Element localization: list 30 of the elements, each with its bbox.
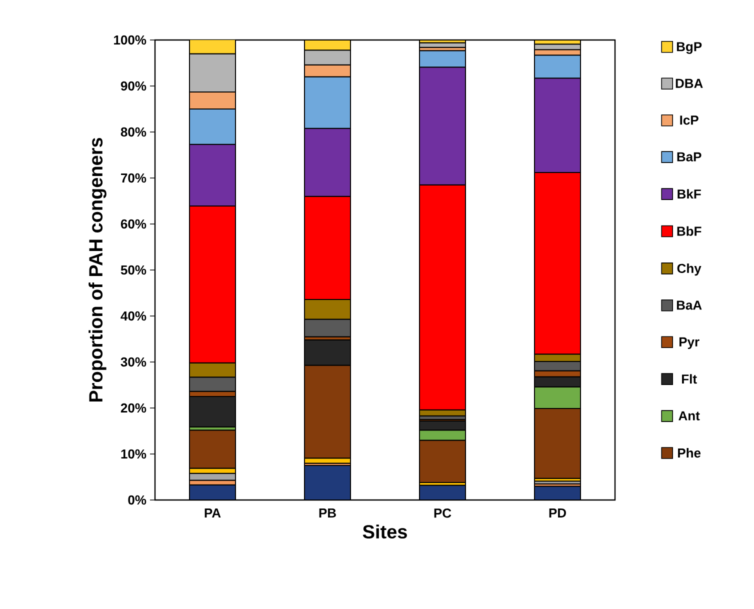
legend-label: Chy: [677, 263, 702, 276]
y-tick-label: 0%: [128, 495, 146, 505]
legend-label: Flt: [682, 374, 697, 384]
y-tick-label: 10%: [121, 449, 146, 459]
legend-label: IcP: [680, 116, 698, 125]
legend-label: Ant: [678, 411, 700, 420]
legend-label: BgP: [676, 42, 702, 54]
y-tick-label: 80%: [120, 127, 146, 137]
y-tick-label: 90%: [120, 81, 146, 91]
legend-label: Phe: [678, 448, 701, 458]
y-tick-label: 40%: [120, 311, 146, 321]
y-axis-title: Proportion of PAH congeners: [88, 138, 106, 402]
legend-label: Pyr: [679, 337, 700, 350]
legend-label: BaA: [676, 300, 702, 310]
y-tick-label: 70%: [121, 173, 146, 183]
y-tick-label: 20%: [120, 403, 146, 413]
y-tick-label: 30%: [120, 357, 146, 367]
x-tick-label: PA: [204, 508, 221, 518]
y-tick-label: 100%: [114, 35, 146, 45]
x-tick-label: PD: [549, 508, 566, 518]
x-tick-label: PC: [434, 508, 452, 518]
y-tick-label: 60%: [120, 219, 146, 229]
legend-label: BaP: [677, 152, 702, 162]
x-tick-label: PB: [319, 508, 336, 518]
y-tick-label: 50%: [120, 265, 146, 275]
legend-label: BbF: [677, 226, 702, 236]
legend-label: BkF: [678, 189, 701, 199]
bar: [189, 396, 236, 428]
x-axis-title: Sites: [362, 524, 407, 539]
legend-label: DBA: [676, 78, 703, 88]
